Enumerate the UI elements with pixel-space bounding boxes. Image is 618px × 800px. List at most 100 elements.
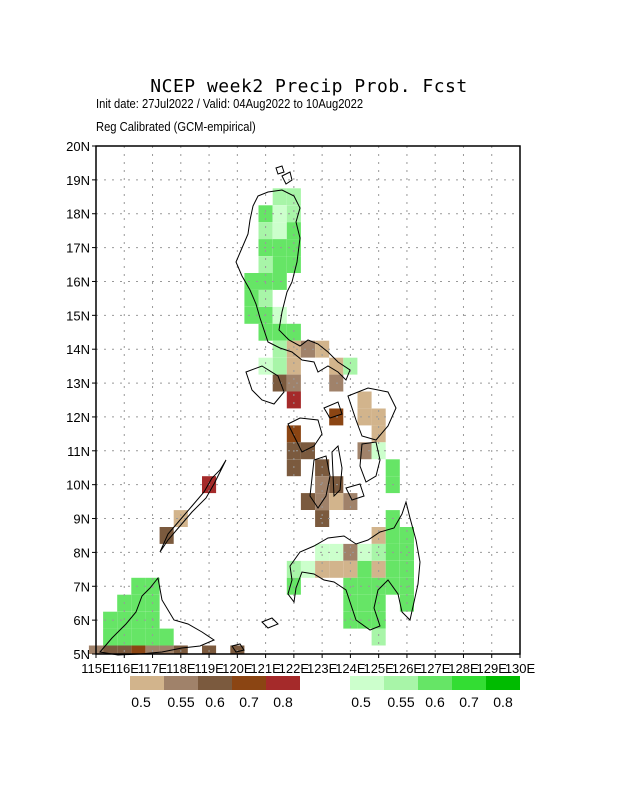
probability-cell <box>103 628 118 646</box>
probability-cell <box>117 645 132 654</box>
lon-tick-label: 121E <box>250 661 281 676</box>
probability-cell <box>286 222 301 240</box>
probability-cell <box>315 560 330 578</box>
graticule-grid <box>96 146 520 654</box>
legend-label: 0.8 <box>493 694 513 710</box>
probability-cell <box>357 408 372 426</box>
probability-cell <box>357 577 372 595</box>
probability-cell <box>131 577 146 595</box>
probability-cell <box>103 611 118 629</box>
probability-cell <box>357 594 372 612</box>
legend-swatch <box>198 676 232 690</box>
lon-tick-label: 125E <box>363 661 394 676</box>
probability-cell <box>371 408 386 426</box>
probability-cell <box>131 611 146 629</box>
probability-cell <box>173 645 188 654</box>
lat-tick-label: 10N <box>66 478 90 493</box>
probability-cell <box>258 222 273 240</box>
probability-cell <box>286 323 301 341</box>
wet-probability-legend: 0.5 0.55 0.6 0.7 0.8 <box>350 676 520 710</box>
probability-cell <box>117 611 132 629</box>
dry-probability-legend: 0.5 0.55 0.6 0.7 0.8 <box>130 676 300 710</box>
lon-tick-label: 129E <box>477 661 508 676</box>
probability-cell <box>399 560 414 578</box>
probability-cell <box>286 374 301 392</box>
lon-tick-label: 116E <box>110 661 140 676</box>
probability-cell <box>272 306 287 324</box>
probability-cell <box>272 188 287 206</box>
probability-cell <box>371 560 386 578</box>
lon-tick-label: 117E <box>138 661 168 676</box>
lat-tick-label: 7N <box>73 579 90 594</box>
probability-cell <box>159 645 174 654</box>
probability-cell <box>343 543 358 561</box>
init-valid-subtitle: Init date: 27Jul2022 / Valid: 04Aug2022 … <box>96 96 364 111</box>
probability-cell <box>272 340 287 358</box>
lon-tick-label: 115E <box>81 661 111 676</box>
probability-cell <box>117 628 132 646</box>
probability-cell <box>315 476 330 494</box>
probability-cell <box>371 543 386 561</box>
lat-tick-label: 5N <box>73 647 90 662</box>
probability-cell <box>145 645 160 654</box>
legend-swatch <box>452 676 486 690</box>
probability-cell <box>244 306 259 324</box>
legend-label: 0.55 <box>167 694 194 710</box>
lon-tick-label: 123E <box>307 661 338 676</box>
probability-cell <box>230 645 245 654</box>
probability-cell <box>385 560 400 578</box>
lat-tick-label: 17N <box>66 241 90 256</box>
probability-cell <box>315 543 330 561</box>
map-frame <box>95 145 521 655</box>
legend-label: 0.6 <box>205 694 225 710</box>
probability-cell <box>272 256 287 273</box>
legend-label: 0.7 <box>459 694 479 710</box>
lon-tick-label: 120E <box>222 661 253 676</box>
coastline <box>99 165 421 656</box>
lon-tick-label: 128E <box>448 661 479 676</box>
legend-label: 0.55 <box>387 694 414 710</box>
probability-cell <box>315 510 330 527</box>
calibration-subtitle: Reg Calibrated (GCM-empirical) <box>96 119 256 134</box>
lon-tick-label: 124E <box>335 661 366 676</box>
lat-tick-label: 19N <box>66 173 90 188</box>
legend-label: 0.8 <box>273 694 293 710</box>
probability-cell <box>385 459 400 477</box>
probability-cell <box>371 425 386 443</box>
legend-swatch <box>232 676 266 690</box>
probability-cell <box>258 323 273 341</box>
probability-cell <box>357 611 372 629</box>
probability-cell <box>371 527 386 544</box>
probability-cell <box>385 527 400 544</box>
legend-label: 0.5 <box>131 694 151 710</box>
legend-label: 0.7 <box>239 694 259 710</box>
longitude-labels: 115E116E117E118E119E120E121E122E123E124E… <box>81 654 536 676</box>
lat-tick-label: 18N <box>66 207 90 222</box>
lat-tick-label: 15N <box>66 308 90 323</box>
lat-tick-label: 9N <box>73 512 90 527</box>
probability-cell <box>300 560 315 578</box>
probability-cell <box>131 594 146 612</box>
legend-label: 0.6 <box>425 694 445 710</box>
probability-cell <box>329 560 344 578</box>
probability-cell <box>329 493 344 510</box>
lon-tick-label: 119E <box>194 661 224 676</box>
probability-cell <box>343 560 358 578</box>
legend-label: 0.5 <box>351 694 371 710</box>
probability-cell <box>202 645 217 654</box>
probability-cell <box>286 357 301 375</box>
probability-cell <box>357 391 372 409</box>
probability-cell <box>399 527 414 544</box>
legend-swatch <box>418 676 452 690</box>
probability-cell <box>272 205 287 223</box>
legend-swatch <box>130 676 164 690</box>
probability-cell <box>300 340 315 358</box>
probability-cell <box>272 239 287 256</box>
lat-tick-label: 16N <box>66 274 90 289</box>
probability-cell <box>272 357 287 375</box>
probability-cell <box>286 239 301 256</box>
lat-tick-label: 6N <box>73 613 90 628</box>
lat-tick-label: 20N <box>66 139 90 154</box>
probability-cell <box>272 222 287 240</box>
